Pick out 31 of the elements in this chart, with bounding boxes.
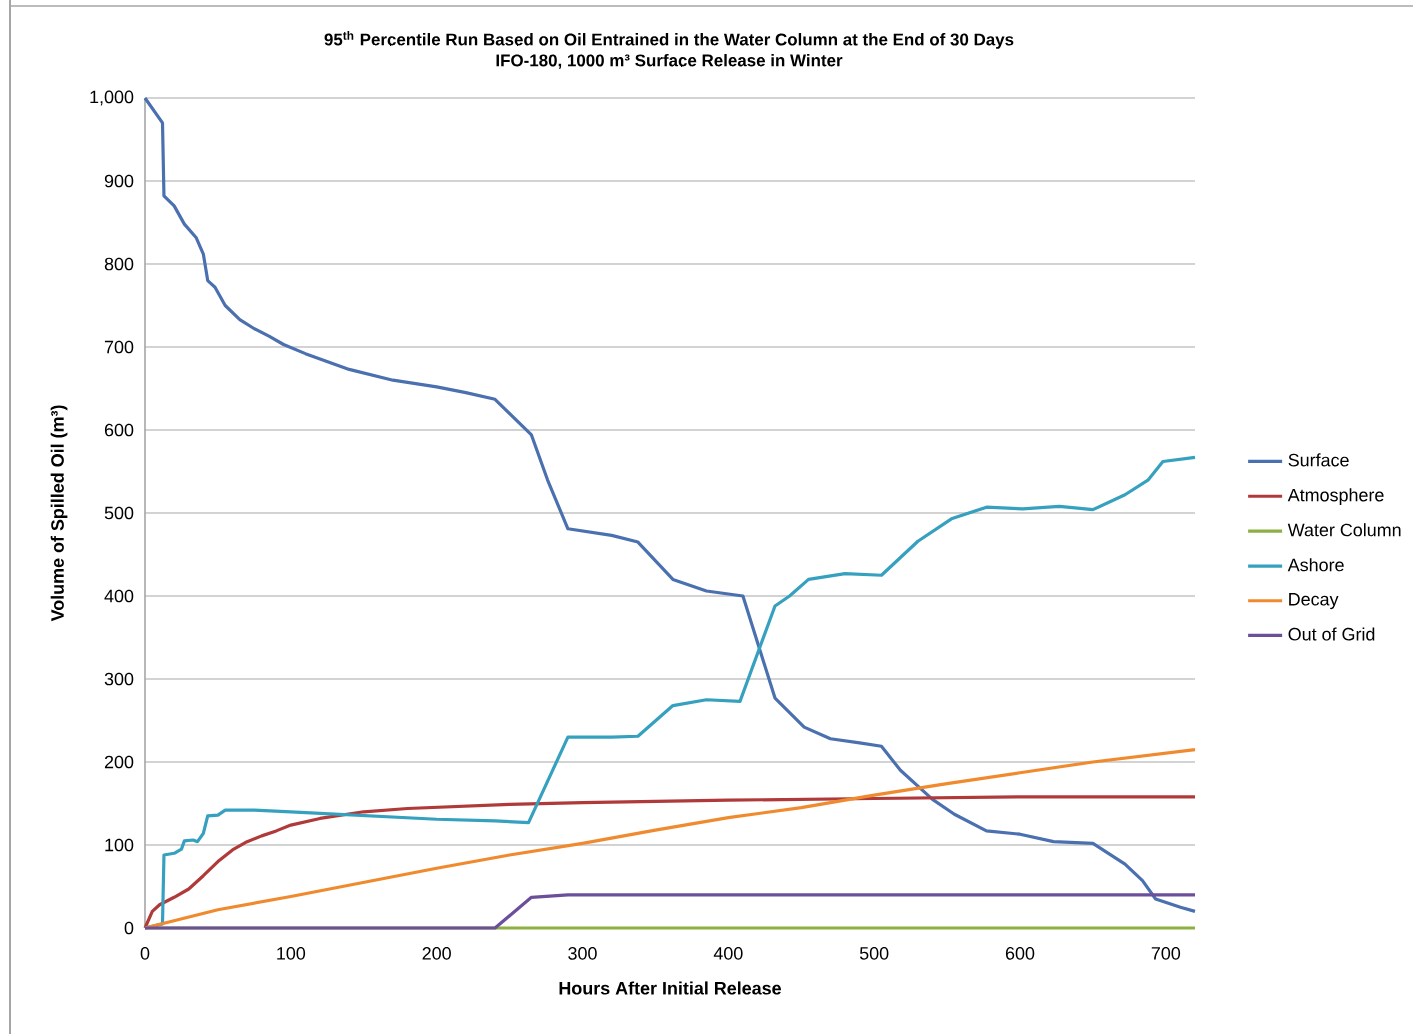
y-tick-label: 400 <box>104 589 134 603</box>
x-tick-label: 700 <box>1151 947 1181 960</box>
chart-subtitle: IFO-180, 1000 m³ Surface Release in Winter <box>496 53 843 69</box>
y-tick-label: 0 <box>124 921 134 935</box>
x-tick-label: 400 <box>713 947 743 960</box>
y-tick-label: 900 <box>104 174 134 188</box>
line-series <box>143 96 1197 913</box>
x-tick-label: 600 <box>1005 947 1035 960</box>
line-series <box>143 795 1197 930</box>
legend-label: Out of Grid <box>1288 627 1375 641</box>
legend-label: Water Column <box>1287 523 1401 537</box>
x-axis-title: Hours After Initial Release <box>559 981 781 995</box>
x-tick-label: 0 <box>140 947 150 960</box>
x-tick-label: 100 <box>277 947 306 960</box>
y-tick-label: 1,000 <box>90 90 134 106</box>
y-tick-label: 100 <box>105 838 134 852</box>
y-tick-label: 200 <box>104 755 134 769</box>
y-axis-title: Volume of Spilled Oil (m³) <box>50 405 68 622</box>
y-tick-label: 600 <box>104 423 134 437</box>
legend-label: Surface <box>1288 453 1349 467</box>
legend-label: Atmosphere <box>1287 488 1384 505</box>
x-tick-label: 500 <box>859 947 889 960</box>
legend-label: Decay <box>1289 593 1339 610</box>
y-tick-label: 300 <box>104 672 134 686</box>
legend-label: Ashore <box>1287 558 1344 572</box>
chart-title: 95$^{th}$ Percentile Run Based on Oil Entrained in the Water Column at the End of 30 Days <box>324 31 1014 49</box>
y-tick-label: 700 <box>104 340 134 354</box>
x-tick-label: 200 <box>422 947 451 960</box>
y-tick-label: 500 <box>104 506 134 520</box>
y-tick-label: 800 <box>104 257 134 271</box>
x-tick-label: 300 <box>568 947 597 960</box>
